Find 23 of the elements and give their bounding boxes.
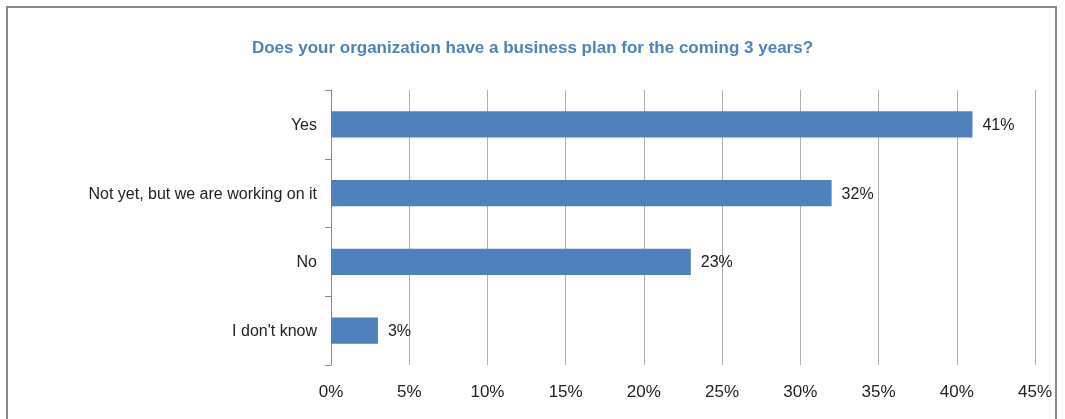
x-tick-label: 0% [318, 382, 344, 401]
bar [331, 111, 973, 138]
data-label: 32% [841, 184, 874, 202]
bar [331, 317, 378, 344]
y-tick-label: No [296, 253, 318, 271]
bar [331, 248, 691, 275]
x-tick-label: 35% [861, 382, 896, 401]
data-label: 3% [387, 322, 412, 340]
x-tick-label: 40% [939, 382, 974, 401]
y-tick-label: Yes [290, 115, 317, 133]
x-tick-label: 30% [783, 382, 818, 401]
x-tick-label: 10% [470, 382, 505, 401]
data-label: 23% [700, 253, 733, 271]
x-tick-label: 5% [396, 382, 422, 401]
x-tick-label: 20% [626, 382, 661, 401]
y-tick-label: Not yet, but we are working on it [88, 184, 318, 202]
x-tick-label: 15% [548, 382, 583, 401]
y-tick-label: I don't know [232, 322, 318, 340]
chart-title: Does your organization have a business plan for the coming 3 years? [251, 38, 814, 57]
x-tick-label: 45% [1017, 382, 1053, 401]
x-tick-label: 25% [705, 382, 740, 401]
bar [331, 180, 832, 207]
data-label: 41% [982, 115, 1015, 133]
